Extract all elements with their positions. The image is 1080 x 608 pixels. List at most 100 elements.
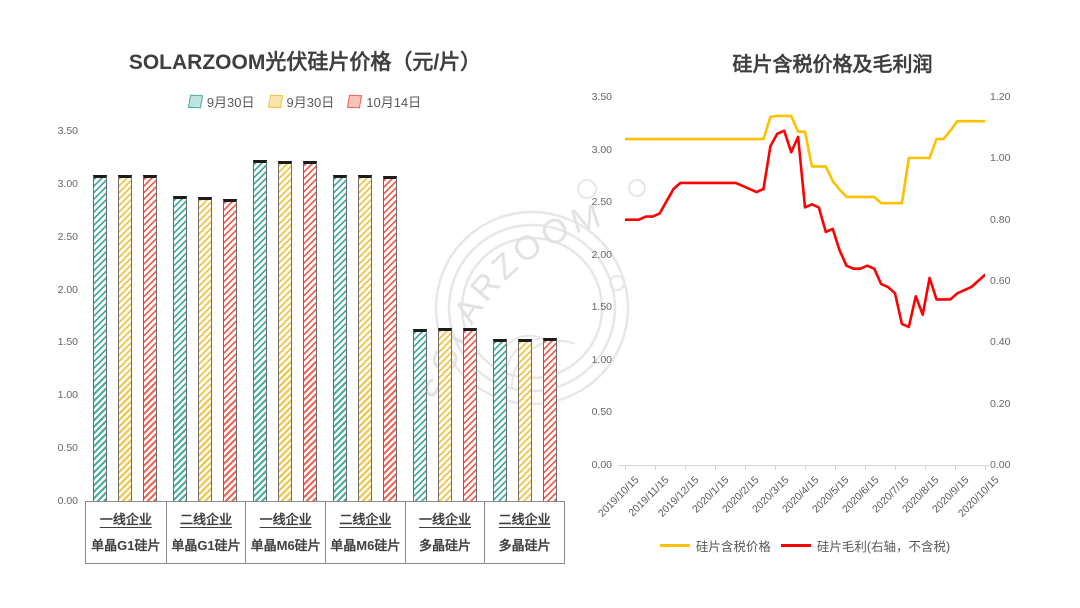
bar xyxy=(518,339,532,501)
legend-line-swatch xyxy=(780,544,811,547)
line-chart-title: 硅片含税价格及毛利润 xyxy=(732,54,933,76)
bar xyxy=(173,195,187,501)
legend-swatch xyxy=(347,94,363,109)
category-product: 单晶G1硅片 xyxy=(171,538,241,553)
bar xyxy=(118,175,132,501)
axis-tick xyxy=(865,466,866,470)
bar xyxy=(278,160,292,501)
margin-line xyxy=(625,129,985,329)
price-line xyxy=(625,114,985,205)
bar xyxy=(253,159,267,501)
bar-chart-legend: 9月30日 9月30日 10月14日 xyxy=(30,92,580,111)
y-axis-label: 1.00 xyxy=(57,389,78,402)
bar-chart-title: SOLARZOOM光伏硅片价格（元/片） xyxy=(128,51,482,74)
left-y-axis-label: 0.00 xyxy=(591,459,612,471)
category-product: 单晶M6硅片 xyxy=(330,538,401,553)
axis-tick xyxy=(715,466,716,470)
bar xyxy=(493,339,507,501)
right-y-axis-label: 0.00 xyxy=(990,459,1011,471)
bar xyxy=(543,338,557,501)
axis-tick xyxy=(745,466,746,470)
bar xyxy=(463,327,477,501)
category-cell: 二线企业单晶M6硅片 xyxy=(324,502,405,563)
left-y-axis-label: 1.00 xyxy=(591,353,612,366)
right-y-axis-label: 0.40 xyxy=(990,336,1011,349)
axis-tick xyxy=(625,466,626,470)
bar xyxy=(223,198,237,501)
legend-label: 硅片含税价格 xyxy=(695,540,771,554)
axis-tick xyxy=(805,466,806,470)
y-axis-label: 2.00 xyxy=(57,283,78,296)
right-y-axis-label: 1.00 xyxy=(990,152,1011,165)
right-y-axis-label: 0.20 xyxy=(990,397,1011,410)
left-y-axis-label: 3.50 xyxy=(591,91,612,103)
right-y-axis-label: 1.20 xyxy=(990,91,1011,103)
category-tier: 一线企业 xyxy=(259,512,312,527)
left-y-axis-label: 2.50 xyxy=(591,196,612,209)
y-axis-label: 2.50 xyxy=(57,230,78,243)
axis-tick xyxy=(895,466,896,470)
legend-label: 硅片毛利(右轴，不含税) xyxy=(816,540,951,554)
legend-swatch xyxy=(267,94,283,109)
legend-item: 9月30日 xyxy=(187,92,255,111)
bar xyxy=(303,160,317,501)
bar xyxy=(93,175,107,501)
category-axis-table: 一线企业 单晶G1硅片 二线企业 单晶G1硅片 一线企业 单晶M6硅片 二线企业 单晶M6硅片… xyxy=(85,501,565,564)
category-product: 多晶硅片 xyxy=(418,538,471,553)
category-tier: 二线企业 xyxy=(179,512,232,527)
left-y-axis-label: 3.00 xyxy=(591,143,612,156)
legend-item: 硅片毛利(右轴，不含税) xyxy=(780,536,951,555)
legend-item: 硅片含税价格 xyxy=(659,536,771,555)
bar xyxy=(143,175,157,501)
category-product: 单晶G1硅片 xyxy=(91,538,161,553)
legend-item: 10月14日 xyxy=(347,92,422,111)
category-product: 多晶硅片 xyxy=(498,538,551,553)
y-axis-label: 1.50 xyxy=(57,336,78,349)
category-cell: 一线企业 多晶硅片 xyxy=(404,502,485,563)
bar xyxy=(358,175,372,501)
legend-label: 10月14日 xyxy=(366,95,422,110)
category-cell: 一线企业单晶M6硅片 xyxy=(245,502,325,563)
left-y-axis-label: 1.50 xyxy=(591,301,612,314)
axis-tick xyxy=(655,466,656,470)
line-left-y-axis: 3.50 3.00 2.50 2.00 1.50 1.00 0.50 0.00 xyxy=(570,91,612,471)
bar xyxy=(333,175,347,501)
legend-item: 9月30日 xyxy=(267,92,335,111)
bar xyxy=(383,176,397,501)
legend-swatch xyxy=(187,94,203,109)
category-tier: 二线企业 xyxy=(339,512,392,527)
axis-tick xyxy=(775,466,776,470)
left-y-axis-label: 2.00 xyxy=(591,248,612,261)
axis-tick xyxy=(685,466,686,470)
left-y-axis-label: 0.50 xyxy=(591,406,612,419)
legend-line-swatch xyxy=(659,544,690,547)
x-axis-line xyxy=(618,465,992,466)
category-cell: 一线企业单晶G1硅片 xyxy=(86,502,166,563)
category-tier: 二线企业 xyxy=(498,512,551,527)
category-product: 单晶M6硅片 xyxy=(250,538,321,553)
line-chart-legend: 硅片含税价格 硅片毛利(右轴，不含税) xyxy=(605,536,1005,555)
category-cell: 二线企业单晶G1硅片 xyxy=(165,502,246,563)
y-axis-label: 0.00 xyxy=(57,495,78,507)
axis-tick xyxy=(955,466,956,470)
category-cell: 二线企业 多晶硅片 xyxy=(484,502,564,563)
axis-tick xyxy=(985,466,986,470)
category-tier: 一线企业 xyxy=(99,512,152,527)
legend-label: 9月30日 xyxy=(286,95,335,110)
category-tier: 一线企业 xyxy=(418,512,471,527)
y-axis-label: 3.50 xyxy=(57,125,78,137)
y-axis-label: 0.50 xyxy=(57,442,78,455)
bar xyxy=(438,327,452,501)
bar-plot-area xyxy=(85,131,565,501)
axis-tick xyxy=(835,466,836,470)
y-axis-label: 3.00 xyxy=(57,177,78,190)
bar xyxy=(198,196,212,501)
right-y-axis-label: 0.80 xyxy=(990,213,1011,226)
line-right-y-axis: 1.20 1.00 0.80 0.60 0.40 0.20 0.00 xyxy=(990,91,1030,471)
bar-y-axis: 3.50 3.00 2.50 2.00 1.50 1.00 0.50 0.00 xyxy=(36,125,78,507)
legend-label: 9月30日 xyxy=(206,95,255,110)
right-y-axis-label: 0.60 xyxy=(990,275,1011,287)
axis-tick xyxy=(925,466,926,470)
line-plot-area xyxy=(625,114,985,329)
